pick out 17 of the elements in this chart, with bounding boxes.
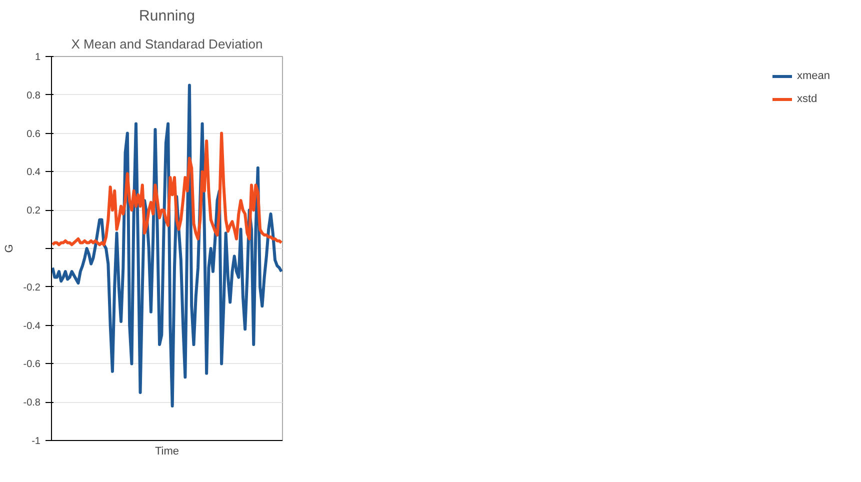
y-tick-label: -0.4 [23,320,41,332]
y-tick-label: -0.8 [23,398,41,409]
chart-subtitle: X Mean and Standarad Deviation [71,36,263,52]
y-tick-label: -1 [32,436,41,447]
legend-label: xstd [796,93,818,105]
y-tick-label: 0.2 [26,206,41,217]
chart-title: Running [139,8,195,24]
y-tick-label: 0.8 [26,90,41,102]
legend-label: xmean [796,70,830,82]
line-series [52,132,282,246]
y-axis-title: G [3,244,16,253]
y-tick-label: 1 [34,52,41,63]
y-tick-label: -0.6 [23,359,41,370]
y-tick-label: 0.6 [26,128,41,140]
x-axis-title: Time [154,446,180,458]
y-tick-label: -0.2 [23,282,41,294]
y-tick-label: 0.4 [26,167,41,178]
